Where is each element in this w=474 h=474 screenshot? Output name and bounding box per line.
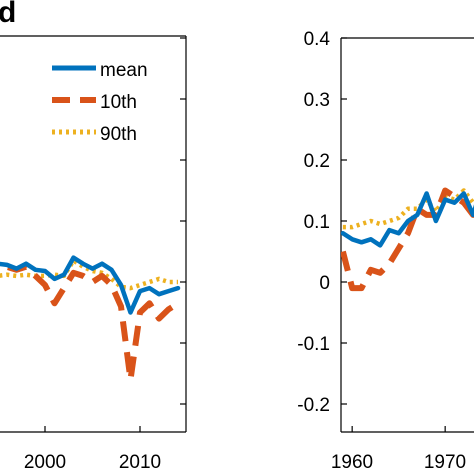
- right-series-mean: [341, 191, 474, 248]
- right-x-tick-label-1970: 1970: [424, 452, 466, 473]
- legend-label-10th: 10th: [100, 92, 137, 113]
- right-chart-y-ticks: 0.4 0.3 0.2 0.1 0 -0.1 -0.2: [297, 29, 347, 416]
- right-y-tick-label: -0.2: [297, 395, 330, 416]
- right-y-tick-label: -0.1: [297, 334, 330, 355]
- right-chart-series: [341, 187, 474, 292]
- right-series-90th: [342, 188, 474, 230]
- left-chart-x-ticks: [44, 426, 141, 432]
- right-chart-x-ticks: [351, 426, 446, 432]
- right-y-tick-label: 0.4: [304, 29, 331, 50]
- left-series-90th: [0, 258, 178, 291]
- left-series-mean: [0, 255, 181, 315]
- right-chart: 0.4 0.3 0.2 0.1 0 -0.1 -0.2 1960 1970: [297, 29, 474, 473]
- legend-label-mean: mean: [100, 60, 148, 81]
- left-chart-series: [0, 255, 181, 383]
- left-x-tick-label-2010: 2010: [119, 452, 161, 473]
- right-y-tick-label: 0: [319, 273, 330, 294]
- right-y-tick-label: 0.2: [304, 151, 330, 172]
- legend: mean 10th 90th: [52, 60, 148, 145]
- panel-letter: d: [0, 0, 16, 29]
- left-x-tick-label-2000: 2000: [24, 452, 66, 473]
- left-chart-y-ticks: [180, 37, 186, 405]
- right-y-tick-label: 0.3: [304, 90, 330, 111]
- right-series-10th: [341, 187, 474, 292]
- right-y-tick-label: 0.1: [304, 212, 330, 233]
- left-chart: 2000 2010 mean 10th 90th: [0, 35, 187, 473]
- left-series-10th: [0, 261, 180, 383]
- right-x-tick-label-1960: 1960: [331, 452, 373, 473]
- legend-label-90th: 90th: [100, 124, 137, 145]
